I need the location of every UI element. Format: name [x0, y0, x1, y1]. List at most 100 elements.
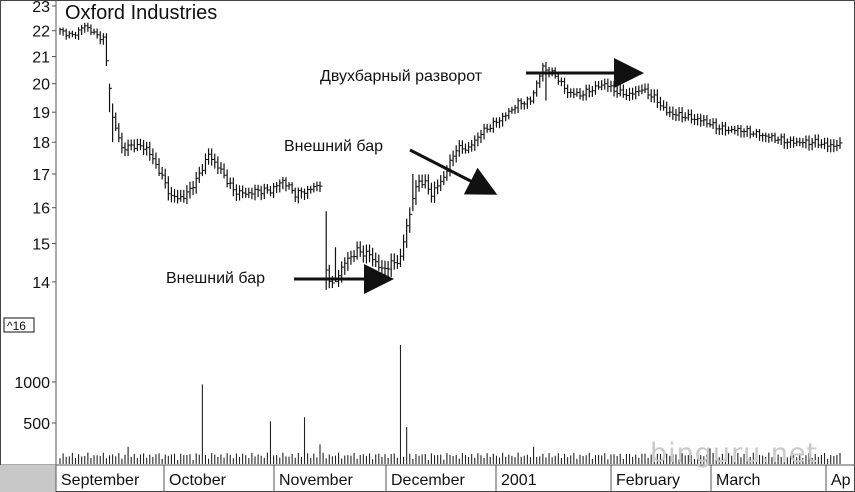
- corner-box: [0, 465, 56, 492]
- price-bar: [641, 84, 645, 95]
- price-bar: [421, 174, 425, 189]
- chart-title: Oxford Industries: [65, 2, 217, 24]
- price-bar: [570, 88, 574, 98]
- price-bar: [93, 28, 97, 35]
- price-tick-label: 23: [32, 0, 50, 16]
- price-bar: [597, 81, 602, 90]
- price-bar: [433, 181, 438, 204]
- price-bar: [814, 134, 818, 148]
- price-bar: [297, 187, 301, 204]
- price-bar: [734, 125, 738, 135]
- month-label: September: [61, 472, 140, 489]
- price-bar: [384, 260, 388, 276]
- price-bar: [211, 148, 215, 166]
- price-bar: [313, 182, 317, 193]
- price-bar: [579, 88, 583, 100]
- price-bar: [752, 131, 756, 137]
- month-label: Ap: [831, 472, 851, 489]
- price-bar: [796, 137, 800, 147]
- price-bar: [173, 188, 178, 203]
- price-bar: [121, 132, 125, 154]
- price-bar: [607, 78, 611, 92]
- price-bar: [576, 88, 580, 97]
- price-bar: [300, 187, 304, 199]
- price-tick-label: 14: [32, 275, 50, 292]
- price-bar: [251, 187, 255, 200]
- price-bar: [477, 132, 481, 147]
- price-bar: [356, 241, 360, 260]
- price-tick-label: 15: [32, 237, 50, 254]
- annotation-outside-bar-upper-label: Внешний бар: [284, 138, 383, 155]
- price-bar: [146, 141, 150, 156]
- price-bar: [285, 177, 289, 192]
- price-bar: [539, 73, 543, 88]
- price-bar: [765, 132, 769, 143]
- price-bar: [96, 28, 100, 39]
- price-bar: [424, 174, 428, 189]
- price-bar: [84, 22, 88, 33]
- price-bar: [523, 101, 527, 110]
- price-bar: [232, 177, 236, 197]
- price-bar: [387, 261, 391, 277]
- month-label: 2001: [501, 472, 537, 489]
- price-bar: [328, 264, 332, 289]
- price-bar: [130, 139, 134, 151]
- price-bar: [412, 173, 416, 212]
- price-bar: [681, 107, 685, 123]
- price-bar: [368, 244, 373, 263]
- price-bar: [789, 136, 793, 148]
- price-bar: [768, 133, 772, 143]
- watermark: binguru.net: [650, 438, 818, 469]
- price-bar: [229, 177, 233, 189]
- price-bar: [223, 163, 227, 179]
- volume-scale-tag: ^16: [3, 317, 35, 333]
- price-tick-label: 20: [32, 77, 50, 94]
- price-bar: [198, 166, 202, 183]
- price-bar: [718, 124, 722, 135]
- price-bar: [149, 141, 153, 161]
- price-bar: [721, 121, 725, 135]
- price-bar: [808, 135, 812, 151]
- price-bar: [675, 108, 679, 122]
- price-bar: [628, 87, 633, 101]
- price-bar: [282, 177, 286, 190]
- price-bar: [755, 128, 759, 138]
- price-bar: [87, 22, 91, 32]
- annotation-outside-bar-lower: Внешний бар: [164, 264, 394, 294]
- price-bar: [303, 188, 308, 200]
- price-bar: [709, 119, 713, 128]
- price-bar: [235, 184, 239, 201]
- price-bar: [771, 132, 775, 142]
- price-bar: [427, 174, 431, 195]
- price-bar: [820, 139, 824, 149]
- price-bar: [307, 186, 311, 200]
- price-bar: [381, 260, 385, 273]
- volume-tick-label: 500: [23, 416, 50, 433]
- price-bar: [715, 118, 719, 135]
- price-bar: [99, 31, 103, 45]
- price-bar: [697, 113, 701, 126]
- price-bar: [372, 247, 376, 267]
- price-bar: [588, 84, 592, 98]
- price-bar: [712, 118, 716, 129]
- price-bar: [805, 135, 809, 149]
- price-bar: [502, 112, 506, 127]
- price-bar: [749, 125, 753, 139]
- price-bar: [170, 187, 174, 203]
- price-bar: [105, 33, 109, 66]
- price-bar: [529, 96, 533, 105]
- price-bar: [740, 125, 744, 138]
- price-bar: [257, 184, 261, 198]
- price-tick-label: 17: [32, 167, 50, 184]
- price-tick-label: 18: [32, 135, 50, 152]
- price-bar: [254, 184, 258, 201]
- price-bar: [155, 152, 159, 169]
- price-bar: [207, 148, 212, 165]
- price-bar: [833, 139, 837, 153]
- price-bar: [594, 81, 598, 95]
- volume-axis: 500 1000: [14, 375, 56, 433]
- price-bar: [653, 89, 657, 103]
- price-bar: [693, 114, 698, 125]
